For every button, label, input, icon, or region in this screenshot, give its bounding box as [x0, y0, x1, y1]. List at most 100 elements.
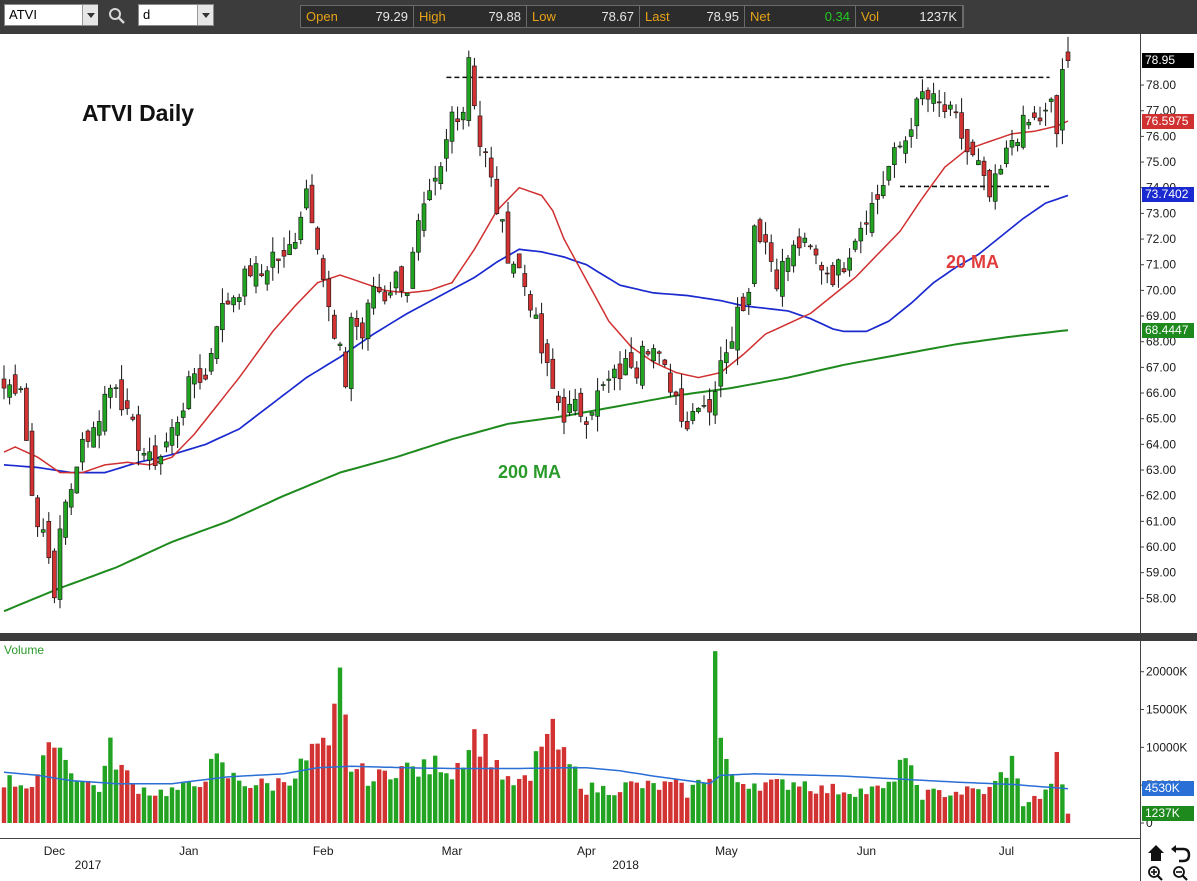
candle [628, 337, 634, 370]
candle-body [421, 203, 427, 231]
candle [567, 390, 572, 417]
candle-body [427, 190, 432, 201]
candle-body [920, 91, 925, 100]
candle [931, 82, 936, 112]
volume-bar [427, 774, 432, 823]
candle-body [225, 300, 231, 305]
volume-chart[interactable]: 20000K15000K10000K5000K0 [0, 641, 1197, 838]
candle-body [85, 430, 91, 442]
candle-body [332, 314, 337, 339]
volume-bar [640, 788, 645, 823]
candle [365, 299, 371, 351]
volume-bar [371, 781, 376, 823]
candle [623, 349, 628, 376]
volume-bar [108, 737, 113, 823]
volume-bar [1032, 795, 1037, 823]
candle-body [589, 412, 595, 416]
back-icon[interactable] [1171, 845, 1191, 863]
interval-select[interactable]: d [138, 4, 214, 26]
candle [393, 270, 399, 295]
candle-body [52, 550, 57, 599]
month-label: Mar [442, 844, 463, 858]
volume-bar [52, 747, 57, 823]
candle-body [964, 129, 970, 153]
candle-body [130, 416, 136, 420]
candle-body [684, 421, 690, 430]
price-chart[interactable]: 58.00 59.00 60.00 61.00 62.00 63.00 64.00 65.00… [0, 34, 1197, 633]
candle [410, 247, 416, 289]
quote-value: 78.67 [601, 9, 634, 24]
volume-bar [735, 782, 740, 823]
candle-body [287, 244, 292, 256]
volume-bar [253, 785, 259, 823]
candle [864, 210, 869, 235]
candle [595, 378, 600, 432]
candle [976, 148, 981, 166]
candle [158, 454, 164, 475]
candle-body [936, 101, 942, 104]
candle [52, 548, 57, 604]
volume-bar [718, 737, 723, 823]
candle-body [819, 264, 824, 271]
candle [656, 350, 662, 364]
quote-high: High 79.88 [414, 6, 527, 27]
candle-body [903, 140, 908, 154]
interval-dropdown-arrow[interactable] [197, 5, 213, 25]
quote-value: 79.29 [375, 9, 408, 24]
symbol-input[interactable]: ATVI [4, 4, 98, 26]
symbol-dropdown-arrow[interactable] [82, 5, 98, 25]
candle [85, 429, 91, 448]
volume-bar [589, 782, 595, 823]
ma50-line [3, 194, 1069, 474]
volume-bar [354, 769, 359, 823]
candle [220, 288, 225, 343]
zoom-in-icon[interactable] [1148, 866, 1163, 881]
candle-body [1015, 142, 1020, 147]
volume-bar [181, 781, 186, 823]
candle [998, 164, 1004, 175]
candle [264, 266, 270, 291]
candle-body [813, 248, 819, 256]
candle-body [948, 104, 953, 110]
volume-bar [466, 750, 471, 823]
volume-bar [1009, 755, 1015, 823]
candle-body [544, 343, 550, 363]
candle-body [102, 393, 108, 432]
zoom-out-icon[interactable] [1173, 866, 1188, 881]
candle-body [662, 359, 668, 365]
candle-body [455, 118, 460, 123]
price-tick-label: 66.00 [1146, 386, 1176, 400]
candle [231, 295, 236, 313]
candle [746, 287, 752, 315]
candle-body [399, 266, 404, 292]
candle-body [460, 111, 466, 121]
candle-body [914, 98, 920, 127]
candle-body [623, 358, 628, 376]
volume-bar [231, 772, 236, 823]
quote-low: Low 78.67 [527, 6, 640, 27]
candle-body [556, 395, 561, 404]
search-icon[interactable] [108, 7, 126, 25]
candle-body [208, 353, 214, 372]
volume-tick-label: 0 [1146, 816, 1153, 830]
candle [130, 413, 136, 422]
quote-label: Net [750, 9, 771, 24]
candle-body [343, 351, 348, 388]
chart-title: ATVI Daily [82, 100, 195, 126]
candle [561, 388, 567, 435]
volume-bar [477, 756, 483, 823]
pane-separator[interactable] [0, 633, 1197, 641]
volume-bar [813, 793, 819, 823]
candle [875, 184, 880, 215]
quote-value: 0.34 [824, 9, 850, 24]
volume-bar [853, 796, 858, 823]
volume-bar [41, 755, 46, 823]
volume-bar [1043, 789, 1048, 823]
home-icon[interactable] [1148, 845, 1164, 861]
candle-body [432, 177, 438, 182]
candle-body [852, 240, 858, 250]
volume-tag: 4530K [1142, 781, 1194, 797]
volume-bar [405, 762, 410, 823]
candle [460, 106, 466, 130]
volume-bar [63, 759, 68, 823]
